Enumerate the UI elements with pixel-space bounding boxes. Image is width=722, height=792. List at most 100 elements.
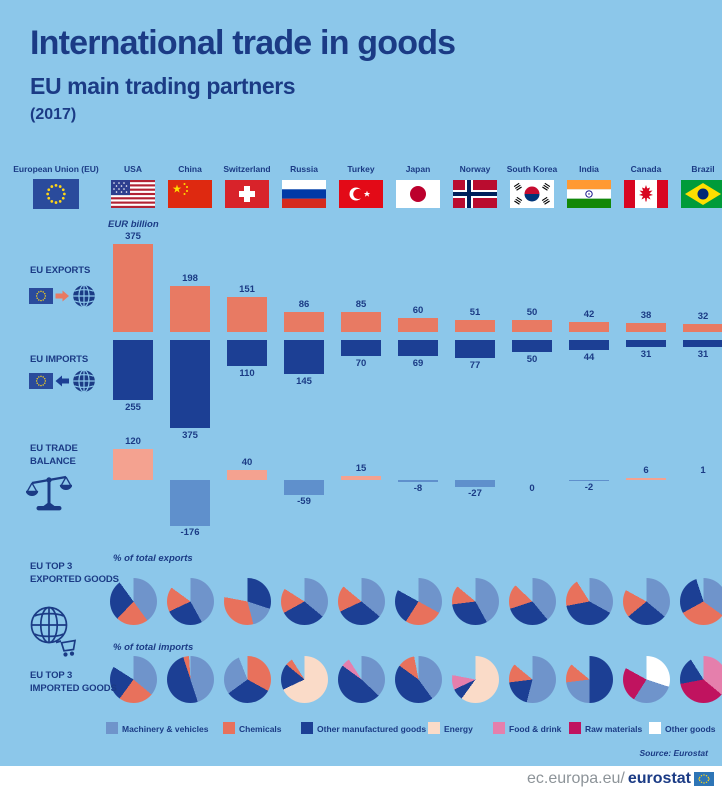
import-pie-switzerland [223, 656, 271, 703]
import-bar-south-korea [512, 340, 552, 352]
legend-swatch-food_drink [493, 722, 505, 734]
export-value-switzerland: 151 [239, 284, 255, 295]
import-arrow-icon [55, 375, 69, 387]
export-value-south-korea: 50 [526, 307, 538, 318]
import-value-brazil: 31 [697, 349, 709, 360]
balance-bar-turkey [341, 476, 381, 480]
import-bar-russia [284, 340, 324, 374]
import-pie-china [166, 656, 214, 703]
export-bar-turkey [341, 312, 381, 332]
export-value-brazil: 32 [697, 311, 709, 322]
balance-label-line1: EU TRADE [30, 443, 78, 454]
legend-swatch-machinery [106, 722, 118, 734]
import-pie-turkey [337, 656, 385, 703]
balance-value-switzerland: 40 [241, 457, 253, 468]
exports-section-label: EU EXPORTS [30, 265, 91, 276]
export-bar-russia [284, 312, 324, 332]
import-pies-note: % of total imports [113, 642, 194, 653]
source-note: Source: Eurostat [639, 748, 709, 758]
flag-label-russia: Russia [290, 164, 318, 174]
top-exported-line1: EU TOP 3 [30, 561, 73, 572]
globe-icon [73, 284, 95, 308]
legend-label-food_drink: Food & drink [509, 724, 562, 734]
import-pie-south-korea [508, 656, 556, 703]
import-bar-usa [113, 340, 153, 400]
legend-label-raw_materials: Raw materials [585, 724, 643, 734]
export-pie-south-korea [508, 578, 556, 625]
export-bar-china [170, 286, 210, 332]
page-subtitle: EU main trading partners [30, 73, 296, 99]
balance-bar-canada [626, 478, 666, 480]
export-pie-turkey [337, 578, 385, 625]
import-bar-switzerland [227, 340, 267, 366]
export-bar-india [569, 322, 609, 332]
legend-label-other_manufactured: Other manufactured goods [317, 724, 427, 734]
import-value-switzerland: 110 [239, 368, 255, 379]
balance-bar-russia [284, 480, 324, 495]
balance-value-china: -176 [180, 527, 200, 538]
balance-bar-usa [113, 449, 153, 480]
flag-label-china: China [178, 164, 202, 174]
globe-icon [73, 369, 95, 393]
legend-label-energy: Energy [444, 724, 473, 734]
flag-brazil-icon [681, 180, 722, 208]
balance-value-brazil: 1 [700, 465, 706, 476]
top-exported-section-label: EU TOP 3 EXPORTED GOODS [30, 560, 119, 586]
import-pie-usa [109, 656, 157, 703]
eu-flag-icon [33, 179, 79, 209]
balance-label-line2: BALANCE [30, 456, 76, 467]
balance-value-india: -2 [584, 482, 594, 493]
export-pie-brazil [679, 578, 722, 625]
import-bar-china [170, 340, 210, 428]
flag-label-usa: USA [124, 164, 142, 174]
import-pie-canada [622, 656, 670, 703]
top-imported-line2: IMPORTED GOODS [30, 683, 117, 694]
balance-value-canada: 6 [643, 465, 649, 476]
import-pie-brazil [679, 656, 722, 703]
import-bar-canada [626, 340, 666, 347]
top-imported-line1: EU TOP 3 [30, 670, 73, 681]
export-pie-japan [394, 578, 442, 625]
export-value-japan: 60 [412, 305, 424, 316]
import-value-japan: 69 [412, 358, 424, 369]
legend-label-machinery: Machinery & vehicles [122, 724, 209, 734]
legend-label-chemicals: Chemicals [239, 724, 282, 734]
export-pie-switzerland [223, 578, 271, 625]
eu-flag-icon [29, 373, 53, 389]
flag-japan-icon [396, 180, 440, 208]
balance-bar-switzerland [227, 470, 267, 480]
legend-swatch-other_goods [649, 722, 661, 734]
top-imported-section-label: EU TOP 3 IMPORTED GOODS [30, 669, 117, 695]
import-bar-norway [455, 340, 495, 358]
balance-value-norway: -27 [468, 488, 482, 499]
legend-swatch-chemicals [223, 722, 235, 734]
import-bar-india [569, 340, 609, 350]
balance-value-turkey: 15 [355, 463, 367, 474]
footer-band: ec.europa.eu/eurostat [0, 766, 722, 792]
export-pie-china [166, 578, 214, 625]
export-bar-switzerland [227, 297, 267, 332]
import-value-south-korea: 50 [526, 354, 538, 365]
balance-bar-india [569, 480, 609, 481]
flag-label-japan: Japan [405, 164, 431, 174]
flag-label-norway: Norway [459, 164, 491, 174]
flag-canada-icon [624, 180, 668, 208]
balance-bar-china [170, 480, 210, 526]
world-to-eu-arrow-icon [29, 368, 99, 394]
balance-scales-icon [26, 475, 72, 511]
import-value-russia: 145 [296, 376, 312, 387]
top-exported-line2: EXPORTED GOODS [30, 574, 119, 585]
export-bar-usa [113, 244, 153, 332]
footer-url-eurostat: eurostat [627, 770, 691, 787]
flag-label-india: India [579, 164, 599, 174]
balance-section-label: EU TRADE BALANCE [30, 442, 78, 468]
import-pie-russia [280, 656, 328, 703]
export-value-turkey: 85 [355, 299, 367, 310]
import-value-norway: 77 [469, 360, 481, 371]
export-bar-norway [455, 320, 495, 332]
flag-south-korea-icon [510, 180, 554, 208]
export-value-canada: 38 [640, 310, 652, 321]
export-value-usa: 375 [125, 231, 141, 242]
flag-china-icon [168, 180, 212, 208]
